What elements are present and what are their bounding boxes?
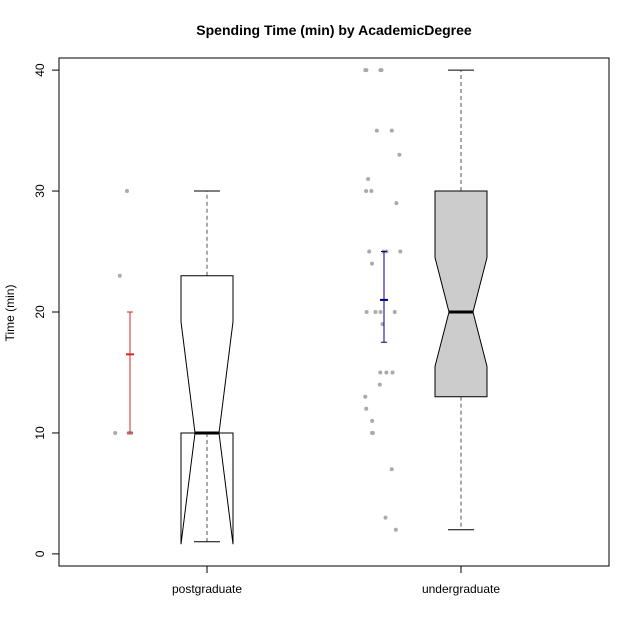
y-tick-label: 20 (33, 305, 47, 319)
y-tick-label: 10 (33, 426, 47, 440)
data-point (398, 249, 403, 254)
data-point (373, 310, 378, 314)
y-tick-label: 40 (33, 63, 47, 77)
x-tick-label: postgraduate (172, 582, 242, 596)
y-axis: 0 10 20 30 40 (33, 63, 60, 557)
data-point (370, 431, 375, 435)
data-point (384, 370, 389, 375)
data-point (117, 273, 122, 278)
data-point (392, 310, 397, 314)
data-point (394, 201, 399, 206)
data-point (366, 177, 371, 181)
data-point (370, 418, 375, 423)
data-point (393, 527, 398, 532)
data-point (125, 189, 129, 193)
y-axis-label: Time (min) (3, 285, 17, 342)
data-point (370, 261, 374, 266)
chart-title: Spending Time (min) by AcademicDegree (196, 22, 472, 38)
data-point (389, 128, 394, 133)
y-tick-label: 30 (33, 184, 47, 198)
data-point (363, 394, 368, 399)
data-point (369, 189, 374, 193)
data-point (364, 406, 369, 411)
box-group-postgraduate (113, 189, 234, 545)
data-point (378, 370, 383, 375)
data-point (397, 152, 402, 157)
data-point (113, 431, 118, 435)
box-body (434, 190, 488, 398)
x-axis: postgraduate undergraduate (172, 565, 500, 596)
data-point (364, 310, 369, 314)
x-tick-label: undergraduate (422, 582, 500, 596)
data-point (364, 68, 369, 73)
data-point (367, 249, 372, 254)
box-group-undergraduate (363, 68, 488, 532)
boxes-layer (113, 68, 488, 545)
data-point (364, 189, 369, 193)
data-point (378, 310, 383, 314)
box-body (180, 275, 234, 545)
data-point (383, 515, 388, 520)
data-point (389, 467, 394, 472)
data-point (377, 382, 382, 387)
y-tick-label: 0 (33, 550, 47, 557)
data-point (374, 128, 379, 133)
data-point (390, 370, 395, 375)
data-point (379, 68, 384, 73)
